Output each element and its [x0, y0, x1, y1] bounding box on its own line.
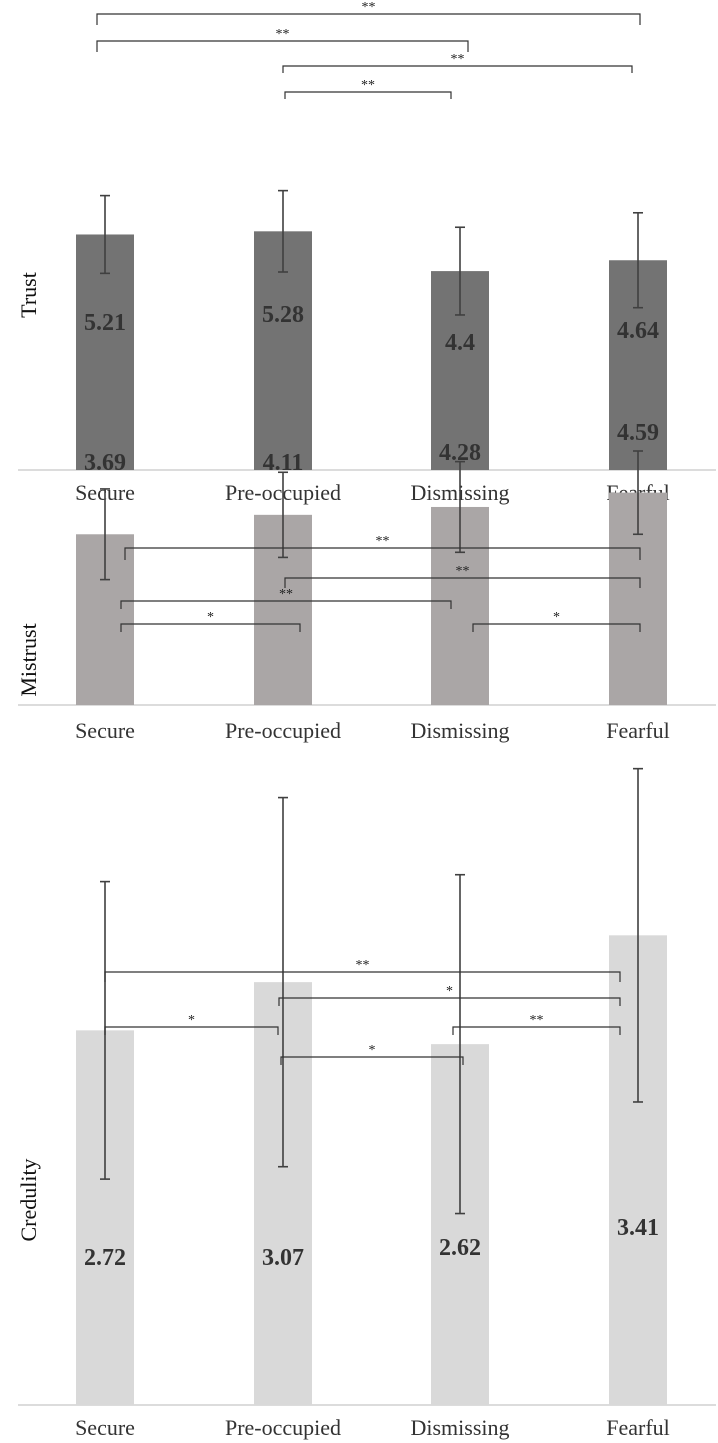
significance-label: *	[207, 610, 214, 625]
significance-bracket	[284, 577, 641, 588]
x-tick-label: Dismissing	[410, 718, 509, 743]
data-label: 4.11	[263, 450, 304, 476]
significance-label: *	[188, 1013, 195, 1028]
significance-bracket	[452, 1026, 621, 1035]
significance-label: **	[356, 958, 370, 973]
significance-bracket	[104, 971, 621, 982]
y-axis-title: Trust	[16, 272, 41, 318]
y-axis-title: Credulity	[16, 1158, 41, 1241]
data-label: 5.21	[84, 310, 126, 336]
significance-label: **	[362, 0, 376, 15]
x-tick-label: Secure	[75, 718, 135, 743]
significance-label: **	[361, 78, 375, 93]
significance-bracket	[284, 91, 452, 99]
data-label: 4.4	[445, 330, 475, 356]
data-label: 3.69	[84, 450, 126, 476]
x-tick-label: Dismissing	[410, 1415, 509, 1440]
x-tick-label: Pre-occupied	[225, 718, 341, 743]
data-label: 2.72	[84, 1245, 126, 1271]
significance-bracket	[280, 1056, 464, 1065]
significance-label: **	[530, 1013, 544, 1028]
significance-bracket	[96, 40, 469, 52]
data-label: 5.28	[262, 302, 304, 328]
significance-label: **	[456, 564, 470, 579]
data-label: 3.41	[617, 1215, 659, 1241]
significance-label: **	[376, 534, 390, 549]
x-tick-label: Fearful	[606, 718, 670, 743]
significance-label: *	[446, 984, 453, 999]
significance-label: *	[369, 1043, 376, 1058]
significance-label: **	[451, 52, 465, 67]
x-tick-label: Secure	[75, 1415, 135, 1440]
significance-bracket	[124, 547, 641, 560]
significance-bracket	[472, 623, 641, 632]
significance-bracket	[104, 1026, 279, 1035]
x-tick-label: Pre-occupied	[225, 1415, 341, 1440]
data-label: 3.07	[262, 1245, 304, 1271]
x-tick-label: Fearful	[606, 1415, 670, 1440]
data-label: 2.62	[439, 1235, 481, 1261]
significance-bracket	[120, 600, 452, 609]
significance-label: **	[279, 587, 293, 602]
significance-bracket	[96, 13, 641, 25]
data-label: 4.28	[439, 440, 481, 466]
significance-bracket	[282, 65, 633, 73]
data-label: 4.59	[617, 420, 659, 446]
y-axis-title: Mistrust	[16, 623, 41, 696]
data-label: 4.64	[617, 318, 659, 344]
significance-bracket	[120, 623, 301, 632]
significance-label: **	[276, 27, 290, 42]
significance-bracket	[278, 997, 621, 1006]
significance-label: *	[553, 610, 560, 625]
